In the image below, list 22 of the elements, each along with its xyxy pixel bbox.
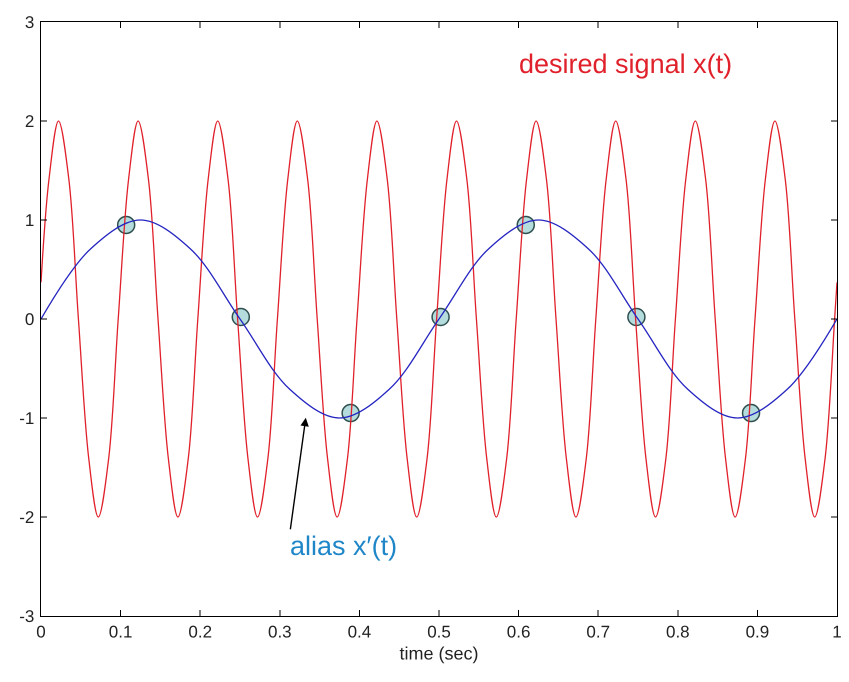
- x-tick-label: 0.3: [268, 622, 292, 642]
- y-tick-label: 0: [24, 310, 34, 329]
- y-tick-label: -1: [19, 408, 34, 428]
- y-tick-label: -2: [19, 508, 34, 527]
- y-tick-label: -3: [19, 606, 34, 626]
- annotation: alias x′(t): [290, 531, 398, 561]
- x-tick-label: 0.1: [108, 622, 132, 642]
- x-tick-label: 0.4: [348, 622, 372, 642]
- x-tick-label: 0.6: [506, 622, 530, 642]
- x-tick-label: 0.5: [427, 622, 451, 642]
- y-tick-label: 1: [24, 210, 34, 230]
- series-label: desired signal x(t): [519, 49, 732, 79]
- x-tick-label: 0.8: [666, 622, 690, 642]
- x-axis-title: time (sec): [399, 644, 479, 664]
- x-tick-label: 0.9: [746, 622, 770, 642]
- x-tick-label: 0.7: [586, 622, 610, 642]
- x-tick-label: 0.2: [188, 622, 212, 642]
- line-series: [41, 120, 837, 518]
- x-tick-label: 1: [832, 622, 842, 642]
- y-tick-label: 3: [24, 12, 34, 32]
- y-tick-label: 2: [24, 112, 34, 131]
- line-series: [41, 219, 837, 419]
